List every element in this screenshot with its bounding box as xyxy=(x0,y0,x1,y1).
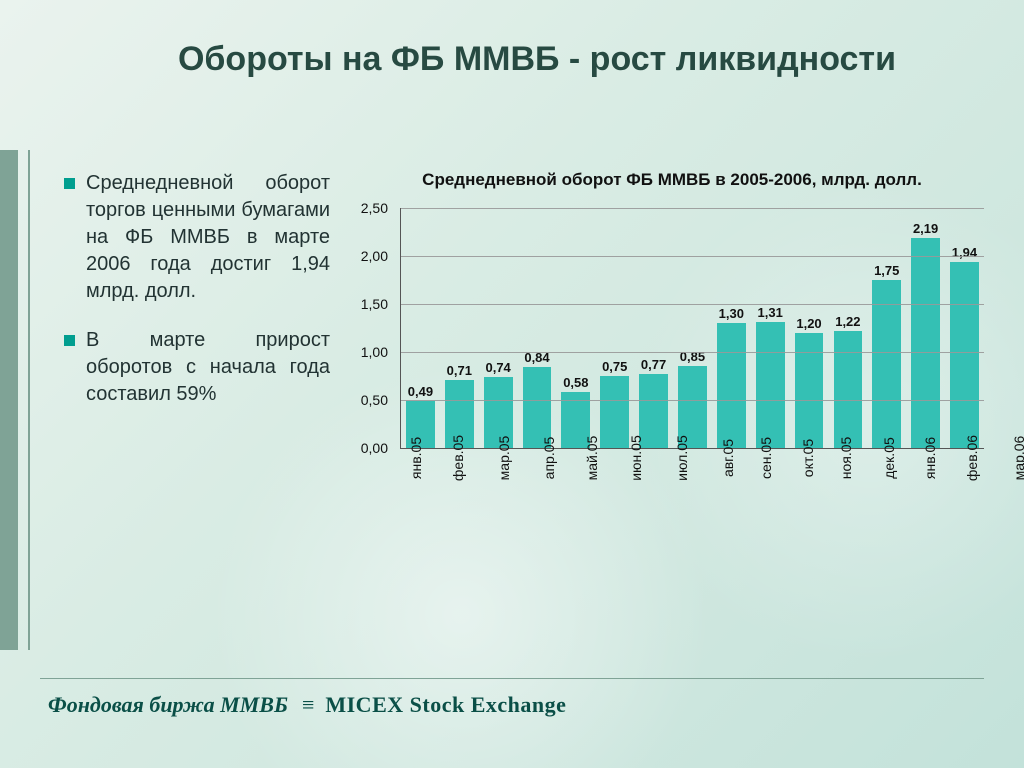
bar-value-label: 0,49 xyxy=(408,384,433,399)
text-column: Среднедневной оборот торгов ценными бума… xyxy=(60,170,350,648)
x-label-slot: янв.05 xyxy=(400,448,442,470)
y-tick-label: 0,50 xyxy=(361,392,388,408)
x-label-slot: фев.05 xyxy=(442,448,488,470)
bar-value-label: 1,94 xyxy=(952,245,977,260)
x-tick-label: окт.05 xyxy=(800,439,816,477)
bar-value-label: 1,75 xyxy=(874,263,899,278)
x-tick-label: янв.06 xyxy=(922,437,938,479)
bullet-item: Среднедневной оборот торгов ценными бума… xyxy=(60,170,330,305)
x-tick-label: дек.05 xyxy=(881,437,897,479)
bar-value-label: 1,31 xyxy=(758,305,783,320)
gridline xyxy=(401,208,984,209)
x-tick-label: мар.06 xyxy=(1011,436,1024,481)
bar-value-label: 0,71 xyxy=(447,363,472,378)
x-tick-label: июл.05 xyxy=(674,435,690,481)
bar-slot: 0,77 xyxy=(634,208,673,448)
x-label-slot: май.05 xyxy=(576,448,621,470)
side-stripe-thin xyxy=(28,150,30,650)
x-tick-label: фев.05 xyxy=(450,435,466,481)
bar-slot: 1,22 xyxy=(828,208,867,448)
plot-area: 0,49 0,71 0,74 0,84 0,58 0,75 0,77 0,85 1,30 1,31… xyxy=(400,208,984,449)
bar-value-label: 0,74 xyxy=(485,360,510,375)
footer: Фондовая биржа ММВБ ≡ MICEX Stock Exchan… xyxy=(40,684,984,734)
footer-text: Фондовая биржа ММВБ ≡ MICEX Stock Exchan… xyxy=(48,692,566,718)
footer-divider xyxy=(40,678,984,679)
x-tick-label: мар.05 xyxy=(496,436,512,481)
y-tick-label: 0,00 xyxy=(361,440,388,456)
x-label-slot: июн.05 xyxy=(620,448,666,470)
bar xyxy=(756,322,785,448)
bar-slot: 0,75 xyxy=(595,208,634,448)
x-tick-label: ноя.05 xyxy=(838,437,854,480)
gridline xyxy=(401,400,984,401)
x-label-slot: мар.05 xyxy=(488,448,533,470)
bar xyxy=(950,262,979,448)
bar-slot: 1,30 xyxy=(712,208,751,448)
x-label-slot: окт.05 xyxy=(792,448,830,470)
chart-area: 0,000,501,001,502,002,50 0,490,710,740,8… xyxy=(350,208,994,518)
bar xyxy=(834,331,863,448)
content-area: Среднедневной оборот торгов ценными бума… xyxy=(60,170,994,648)
bar-slot: 0,85 xyxy=(673,208,712,448)
bars-container: 0,49 0,71 0,74 0,84 0,58 0,75 0,77 0,85 1,30 1,31… xyxy=(401,208,984,448)
bar-slot: 1,31 xyxy=(751,208,790,448)
bar-value-label: 0,75 xyxy=(602,359,627,374)
x-label-slot: дек.05 xyxy=(873,448,915,470)
slide-title: Обороты на ФБ ММВБ - рост ликвидности xyxy=(90,40,984,79)
bar-value-label: 0,77 xyxy=(641,357,666,372)
bar-value-label: 1,30 xyxy=(719,306,744,321)
y-tick-label: 2,50 xyxy=(361,200,388,216)
bar-slot: 1,75 xyxy=(867,208,906,448)
bar-value-label: 1,22 xyxy=(835,314,860,329)
bullet-item: В марте прирост оборотов с начала года с… xyxy=(60,327,330,408)
bar xyxy=(717,323,746,448)
gridline xyxy=(401,352,984,353)
bar-slot: 2,19 xyxy=(906,208,945,448)
x-label-slot: апр.05 xyxy=(533,448,576,470)
x-tick-label: сен.05 xyxy=(758,437,774,479)
x-tick-label: май.05 xyxy=(584,436,600,481)
bar-slot: 0,84 xyxy=(518,208,557,448)
bullet-list: Среднедневной оборот торгов ценными бума… xyxy=(60,170,330,408)
x-tick-label: фев.06 xyxy=(964,435,980,481)
footer-brand-ru: Фондовая биржа ММВБ xyxy=(48,692,288,718)
chart-title: Среднедневной оборот ФБ ММВБ в 2005-2006… xyxy=(350,170,994,190)
bar xyxy=(600,376,629,448)
x-label-slot: янв.06 xyxy=(914,448,956,470)
slide: Обороты на ФБ ММВБ - рост ликвидности Ср… xyxy=(0,0,1024,768)
footer-brand-en: MICEX Stock Exchange xyxy=(325,692,566,718)
bar-slot: 0,74 xyxy=(479,208,518,448)
x-tick-label: июн.05 xyxy=(628,435,644,481)
bar-slot: 1,20 xyxy=(790,208,829,448)
x-label-slot: мар.06 xyxy=(1003,448,1024,470)
x-label-slot: ноя.05 xyxy=(830,448,873,470)
bar-slot: 0,58 xyxy=(556,208,595,448)
bar-slot: 1,94 xyxy=(945,208,984,448)
bar-slot: 0,49 xyxy=(401,208,440,448)
bar-value-label: 1,20 xyxy=(796,316,821,331)
bar xyxy=(795,333,824,448)
bar-value-label: 2,19 xyxy=(913,221,938,236)
side-stripe xyxy=(0,150,18,650)
x-label-slot: июл.05 xyxy=(666,448,712,470)
y-tick-label: 1,00 xyxy=(361,344,388,360)
x-label-slot: авг.05 xyxy=(712,448,750,470)
x-tick-label: янв.05 xyxy=(408,437,424,479)
x-axis-labels: янв.05фев.05мар.05апр.05май.05июн.05июл.… xyxy=(400,448,984,470)
bar xyxy=(872,280,901,448)
y-tick-label: 1,50 xyxy=(361,296,388,312)
gridline xyxy=(401,256,984,257)
bar-slot: 0,71 xyxy=(440,208,479,448)
x-tick-label: апр.05 xyxy=(541,437,557,480)
x-tick-label: авг.05 xyxy=(720,439,736,477)
bar-value-label: 0,58 xyxy=(563,375,588,390)
y-tick-label: 2,00 xyxy=(361,248,388,264)
x-label-slot: сен.05 xyxy=(750,448,792,470)
chart-column: Среднедневной оборот ФБ ММВБ в 2005-2006… xyxy=(350,170,994,648)
bar xyxy=(911,238,940,448)
x-label-slot: фев.06 xyxy=(956,448,1002,470)
y-axis: 0,000,501,001,502,002,50 xyxy=(350,208,394,448)
gridline xyxy=(401,304,984,305)
footer-glyph-icon: ≡ xyxy=(302,692,311,718)
